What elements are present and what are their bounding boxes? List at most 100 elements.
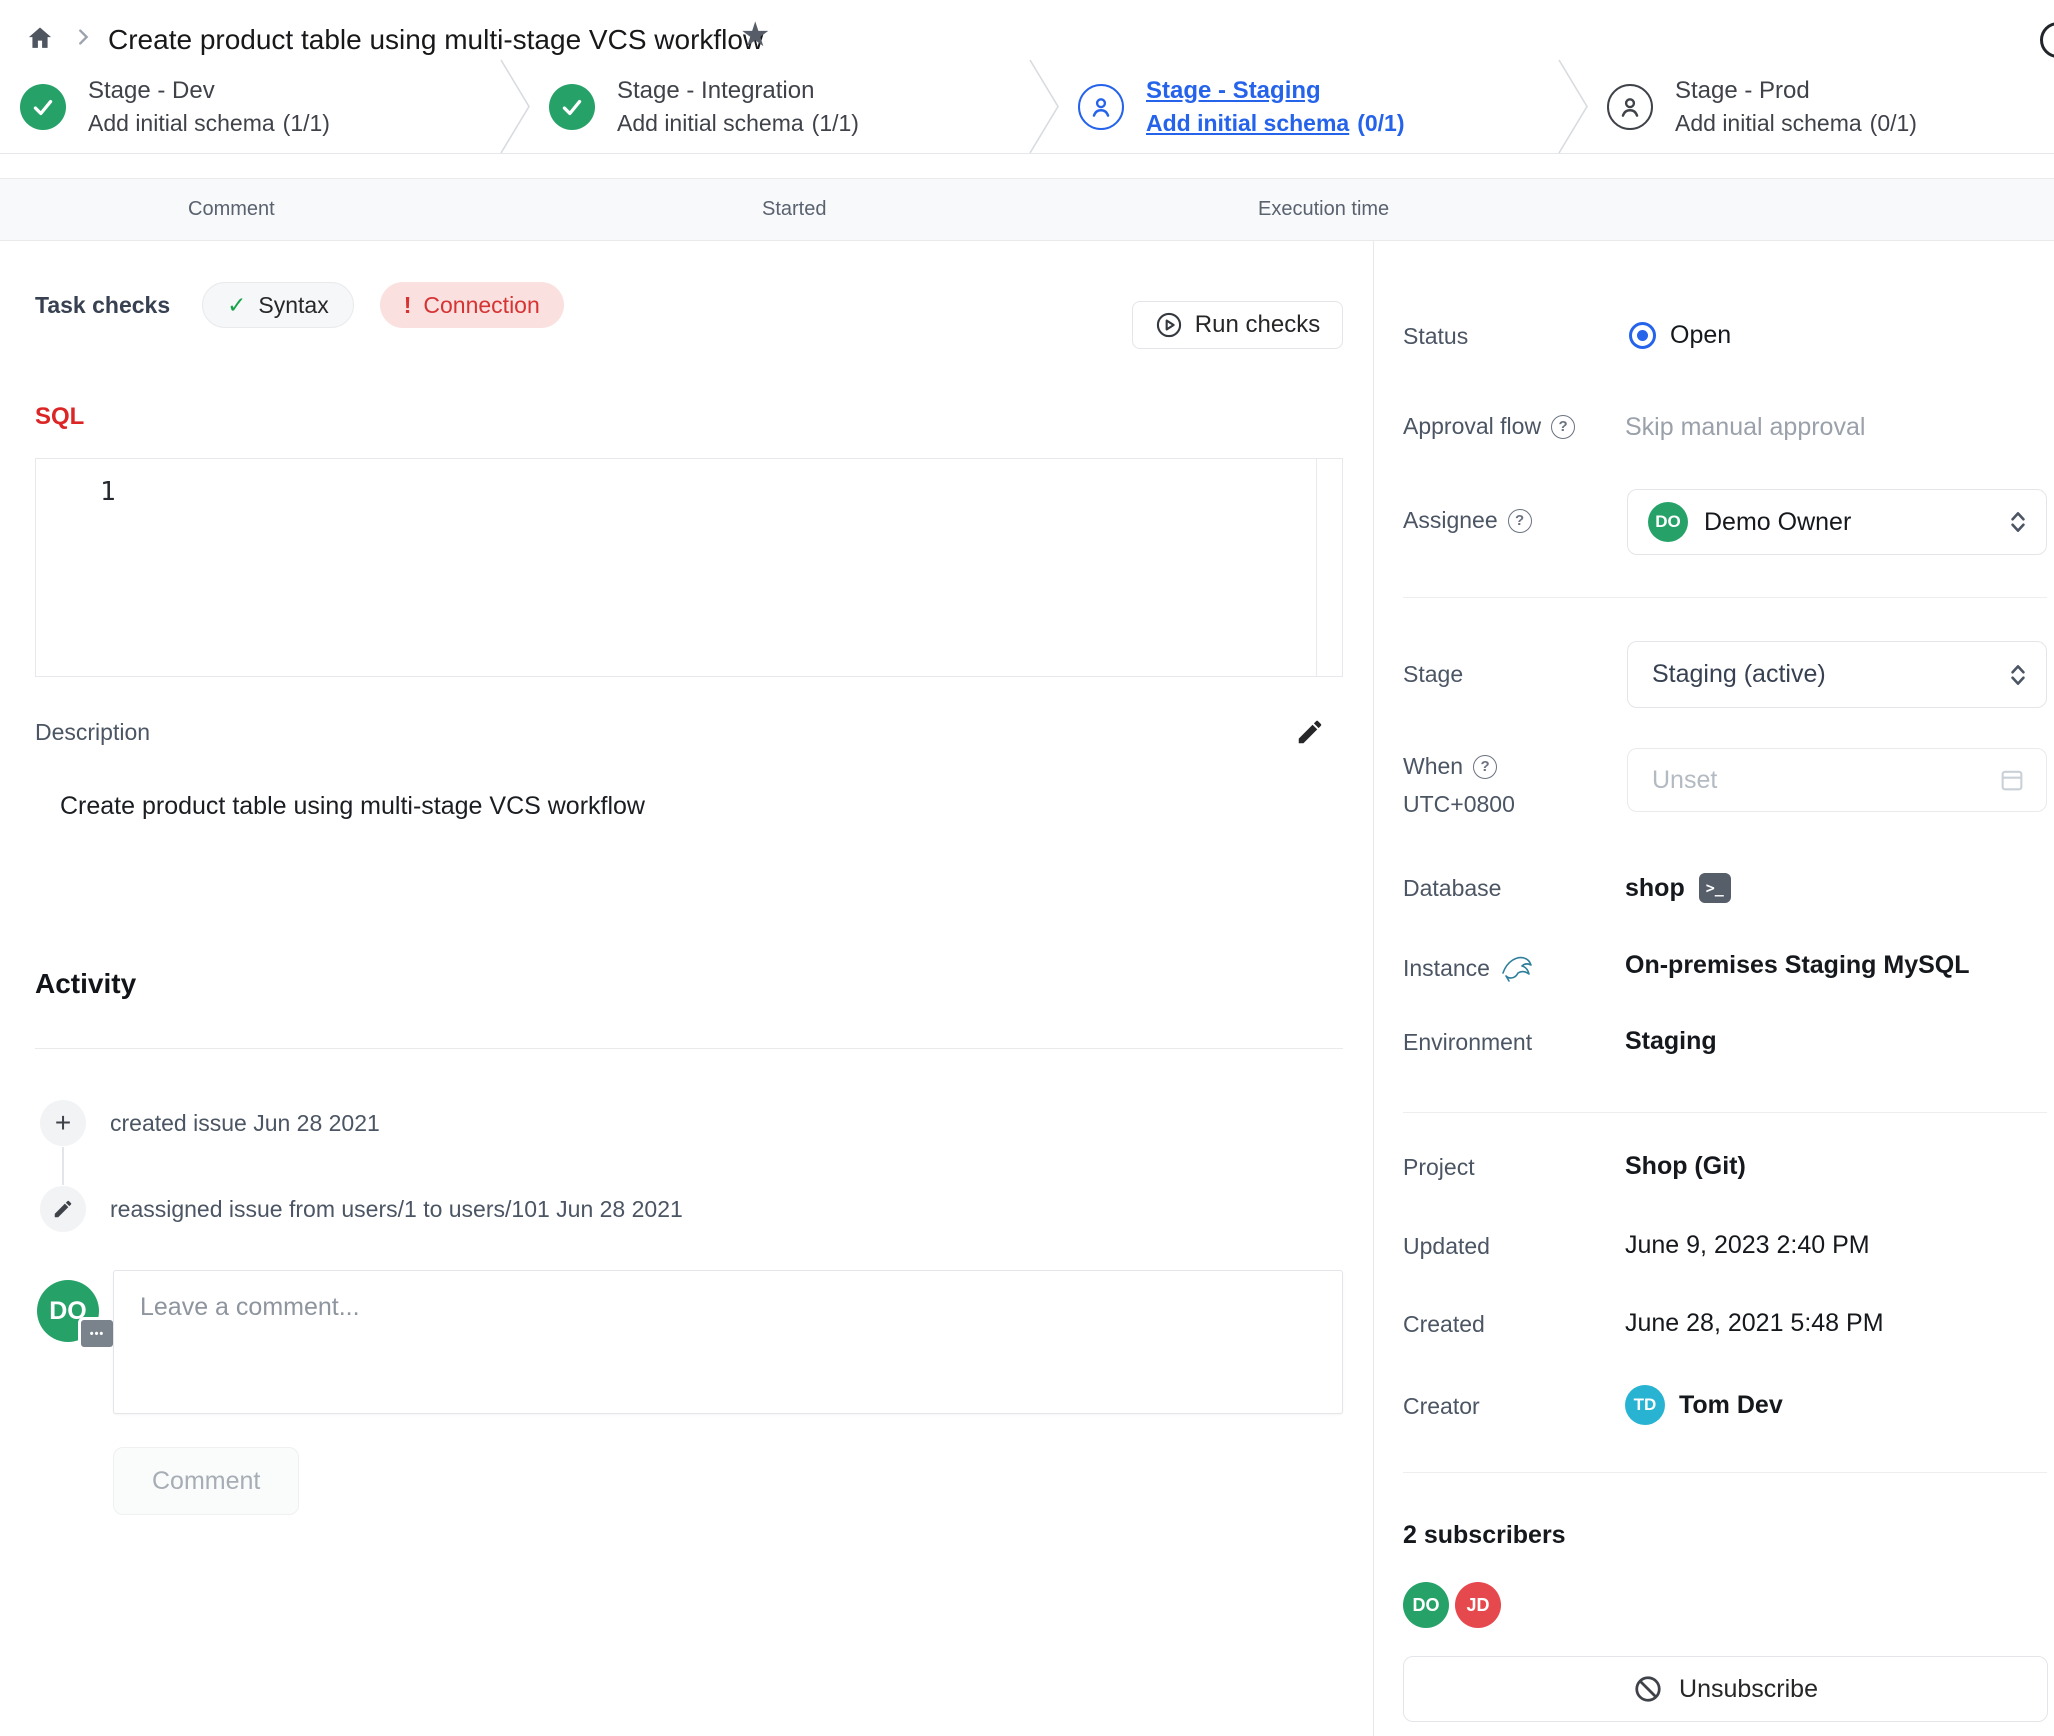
database-value[interactable]: shop <box>1625 873 1685 902</box>
when-placeholder: Unset <box>1652 765 1718 794</box>
assignee-label: Assignee <box>1403 507 1498 533</box>
environment-label: Environment <box>1403 1029 1533 1055</box>
stage-task-label[interactable]: Add initial schema <box>88 109 275 136</box>
description-label: Description <box>35 719 151 745</box>
play-circle-icon <box>1156 312 1181 338</box>
status-value: Open <box>1670 321 1732 349</box>
creator-label: Creator <box>1403 1393 1480 1419</box>
sidebar-divider <box>1403 597 2047 598</box>
assignee-value: Demo Owner <box>1704 507 1852 536</box>
syntax-pill-label: Syntax <box>258 291 329 318</box>
created-label: Created <box>1403 1311 1485 1337</box>
project-value: Shop (Git) <box>1625 1152 1746 1180</box>
activity-event-text: created issue Jun 28 2021 <box>110 1109 380 1136</box>
stage-person-icon <box>1607 83 1653 130</box>
favorite-star-icon[interactable]: ★ <box>740 16 771 54</box>
task-checks-row: Task checks ✓ Syntax ! Connection <box>35 282 564 328</box>
sql-section-label: SQL <box>35 403 85 430</box>
activity-event: + created issue Jun 28 2021 <box>40 1100 380 1146</box>
stage-name[interactable]: Stage - Staging <box>1146 76 1321 104</box>
subscribers-heading: 2 subscribers <box>1403 1521 1566 1549</box>
column-header-started: Started <box>762 198 827 220</box>
unsubscribe-button[interactable]: Unsubscribe <box>1403 1656 2048 1722</box>
pencil-icon <box>40 1186 86 1232</box>
check-connection-pill[interactable]: ! Connection <box>379 282 564 328</box>
breadcrumb-chevron-icon <box>79 29 89 45</box>
comment-button[interactable]: Comment <box>113 1447 300 1515</box>
stage-item-integration[interactable]: Stage - Integration Add initial schema (1… <box>549 60 859 153</box>
unsubscribe-label: Unsubscribe <box>1679 1674 1818 1703</box>
sql-line-number: 1 <box>100 477 116 507</box>
check-syntax-pill[interactable]: ✓ Syntax <box>202 282 354 328</box>
stage-item-dev[interactable]: Stage - Dev Add initial schema (1/1) <box>20 60 330 153</box>
stage-separator-chevron <box>500 59 530 154</box>
task-table-header: Comment Started Execution time <box>0 178 2054 241</box>
slash-circle-icon <box>1635 1676 1661 1702</box>
approval-help-icon[interactable]: ? <box>1551 414 1576 439</box>
main-sidebar-divider <box>1373 241 1374 1736</box>
instance-label: Instance <box>1403 954 1490 981</box>
connection-pill-label: Connection <box>423 291 540 318</box>
stage-task-count: (0/1) <box>1357 109 1405 136</box>
created-value: June 28, 2021 5:48 PM <box>1625 1309 1884 1337</box>
plus-icon: + <box>40 1100 86 1146</box>
activity-event-text: reassigned issue from users/1 to users/1… <box>110 1195 683 1222</box>
when-datetime-input[interactable]: Unset <box>1627 748 2047 812</box>
stage-select-value: Staging (active) <box>1652 660 1826 688</box>
status-label: Status <box>1403 323 1469 349</box>
timeline-connector <box>62 1147 64 1185</box>
environment-value: Staging <box>1625 1027 1717 1055</box>
stage-task-label[interactable]: Add initial schema <box>617 109 804 136</box>
run-checks-label: Run checks <box>1194 311 1321 338</box>
column-header-execution-time: Execution time <box>1258 198 1390 220</box>
stage-name: Stage - Dev <box>88 76 215 104</box>
subscriber-avatar: JD <box>1455 1582 1501 1628</box>
chat-bubble-badge-icon: ••• <box>78 1317 116 1350</box>
stage-item-staging-active[interactable]: Stage - Staging Add initial schema (0/1) <box>1078 60 1405 153</box>
run-checks-button[interactable]: Run checks <box>1132 301 1343 349</box>
stage-select[interactable]: Staging (active) <box>1627 641 2047 708</box>
sql-editor-scrollbar[interactable] <box>1316 459 1317 676</box>
comment-button-label: Comment <box>152 1466 261 1495</box>
when-help-icon[interactable]: ? <box>1473 754 1498 779</box>
activity-heading: Activity <box>35 968 137 999</box>
creator-avatar: TD <box>1625 1385 1665 1425</box>
stage-done-check-icon <box>549 83 595 130</box>
sql-editor[interactable]: 1 <box>35 458 1343 677</box>
column-header-comment: Comment <box>188 198 275 220</box>
home-icon[interactable] <box>26 24 54 52</box>
project-label: Project <box>1403 1154 1475 1180</box>
stage-label: Stage <box>1403 661 1464 687</box>
task-checks-label: Task checks <box>35 291 171 318</box>
subscribers-avatars: DO JD <box>1403 1582 1501 1628</box>
subscriber-avatar: DO <box>1403 1582 1449 1628</box>
stage-name: Stage - Integration <box>617 76 815 104</box>
sql-editor-console-icon[interactable]: >_ <box>1698 873 1731 903</box>
calendar-icon[interactable] <box>1998 766 2026 794</box>
stage-item-prod[interactable]: Stage - Prod Add initial schema (0/1) <box>1607 60 1917 153</box>
mysql-dolphin-icon <box>1502 956 1532 982</box>
assignee-select[interactable]: DO Demo Owner <box>1627 489 2047 555</box>
stage-task-label[interactable]: Add initial schema <box>1675 109 1862 136</box>
assignee-help-icon[interactable]: ? <box>1507 508 1532 533</box>
approval-flow-value: Skip manual approval <box>1625 413 1866 441</box>
description-text: Create product table using multi-stage V… <box>60 792 645 820</box>
status-open-radio[interactable] <box>1629 322 1656 349</box>
instance-value: On-premises Staging MySQL <box>1625 951 1970 979</box>
updated-label: Updated <box>1403 1233 1490 1259</box>
stage-task-count: (1/1) <box>811 109 859 136</box>
activity-event: reassigned issue from users/1 to users/1… <box>40 1186 683 1232</box>
stage-task-count: (0/1) <box>1869 109 1917 136</box>
edit-pencil-icon[interactable] <box>1295 717 1325 747</box>
stage-task-label[interactable]: Add initial schema <box>1146 109 1350 136</box>
comment-input[interactable] <box>113 1270 1343 1414</box>
stage-separator-chevron <box>1029 59 1059 154</box>
creator-value: Tom Dev <box>1679 1390 1783 1419</box>
sidebar-divider <box>1403 1472 2047 1473</box>
select-updown-icon <box>2011 664 2025 685</box>
commenter-avatar: DO ••• <box>37 1280 116 1350</box>
main-column: Task checks ✓ Syntax ! Connection Run ch… <box>0 241 1373 1736</box>
check-icon: ✓ <box>227 291 247 318</box>
activity-divider <box>35 1048 1343 1049</box>
approval-flow-label: Approval flow <box>1403 413 1542 439</box>
